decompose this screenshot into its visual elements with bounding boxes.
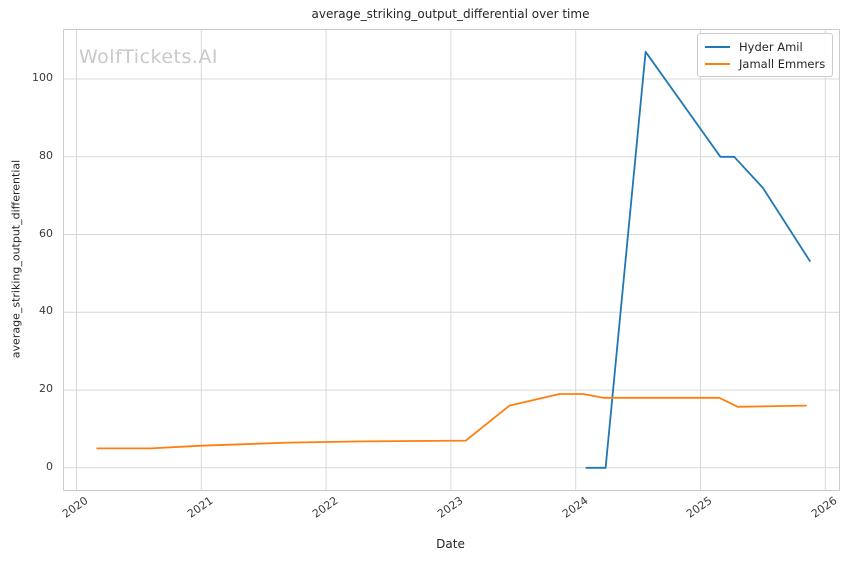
y-tick-label: 40 xyxy=(39,304,53,318)
x-tick-label: 2021 xyxy=(185,494,216,521)
y-tick-label: 0 xyxy=(46,459,53,473)
line-swatch-icon xyxy=(705,62,730,65)
x-tick-label: 2023 xyxy=(434,494,466,521)
legend-item: Jamall Emmers xyxy=(698,55,832,72)
watermark: WolfTickets.AI xyxy=(79,46,219,68)
legend: Hyder Amil Jamall Emmers xyxy=(697,33,833,77)
legend-label: Jamall Emmers xyxy=(739,56,826,71)
x-tick-label: 2025 xyxy=(684,494,715,521)
legend-item: Hyder Amil xyxy=(698,38,832,55)
y-tick-label: 20 xyxy=(39,382,53,396)
x-axis-label: Date xyxy=(436,537,465,551)
x-tick-label: 2020 xyxy=(60,494,91,521)
x-tick-label: 2026 xyxy=(809,494,840,521)
y-tick-label: 80 xyxy=(39,148,53,162)
plot-canvas xyxy=(64,30,839,490)
legend-label: Hyder Amil xyxy=(739,39,803,54)
y-tick-label: 60 xyxy=(39,226,53,240)
line-swatch-icon xyxy=(705,45,730,48)
x-tick-label: 2022 xyxy=(310,494,341,521)
y-axis-label: average_striking_output_differential xyxy=(9,159,23,359)
x-tick-label: 2024 xyxy=(559,494,591,521)
plot-area xyxy=(63,29,840,491)
y-tick-label: 100 xyxy=(32,70,53,84)
chart-title: average_striking_output_differential ove… xyxy=(311,7,590,21)
